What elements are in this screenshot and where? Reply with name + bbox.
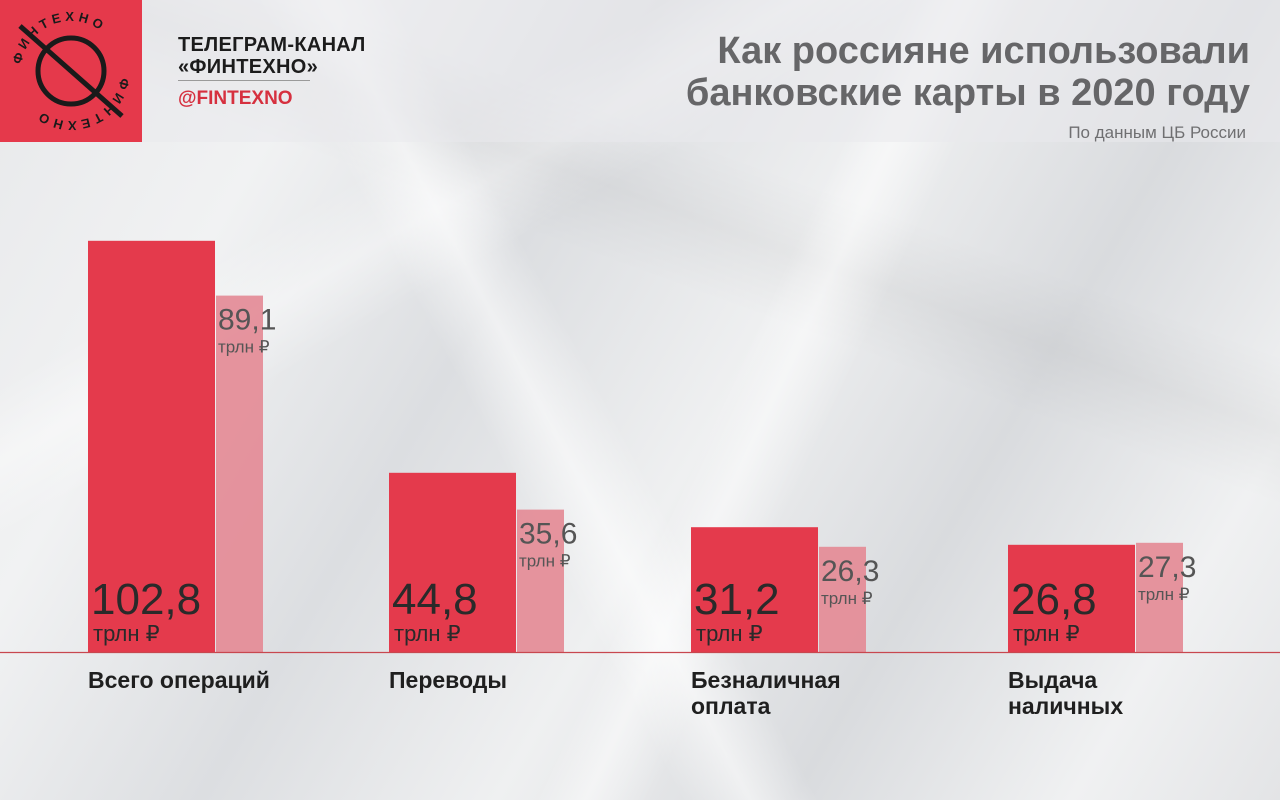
bar-secondary-unit-label: трлн ₽ (218, 338, 270, 357)
bar-primary (1008, 544, 1135, 652)
bar-secondary-unit-label: трлн ₽ (1138, 585, 1190, 604)
bar-primary-value-label: 102,8 (91, 575, 201, 624)
brand-divider (178, 80, 310, 81)
bar-secondary-unit-label: трлн ₽ (821, 589, 873, 608)
bar-primary-unit-label: трлн ₽ (394, 621, 461, 646)
bar-secondary-value-label: 26,3 (821, 555, 879, 588)
category-label: Переводы (389, 667, 507, 693)
bar-secondary-value-label: 35,6 (519, 518, 577, 551)
category-label: Всего операций (88, 667, 270, 693)
channel-title: ТЕЛЕГРАМ-КАНАЛ «ФИНТЕХНО» (178, 34, 366, 78)
chart-subtitle: По данным ЦБ России (1068, 123, 1246, 142)
header-band (0, 0, 1280, 142)
bar-secondary-value-label: 27,3 (1138, 551, 1196, 584)
bar-primary (88, 240, 215, 653)
bar-secondary-value-label: 89,1 (218, 304, 276, 337)
bar-secondary (819, 546, 866, 652)
bar-primary-value-label: 31,2 (694, 575, 780, 624)
bar-primary-value-label: 44,8 (392, 575, 478, 624)
bar-secondary-unit-label: трлн ₽ (519, 552, 571, 571)
bar-primary-unit-label: трлн ₽ (1013, 621, 1080, 646)
chart-title: Как россияне использовали банковские кар… (685, 30, 1250, 114)
category-label: Выдача наличных (1008, 667, 1124, 719)
bar-secondary (517, 509, 564, 652)
bar-secondary (1136, 542, 1183, 652)
channel-handle[interactable]: @FINTEXNO (178, 88, 293, 109)
category-label: Безналичная оплата (691, 667, 841, 719)
brand-logo: ФИНТЕХНО ФИНТЕХНО (0, 0, 142, 142)
bar-secondary (216, 295, 263, 652)
bar-primary-value-label: 26,8 (1011, 575, 1097, 624)
bar-primary-unit-label: трлн ₽ (93, 621, 160, 646)
logo-emblem-icon: ФИНТЕХНО ФИНТЕХНО (9, 9, 128, 133)
bar-primary (389, 472, 516, 652)
bar-primary-unit-label: трлн ₽ (696, 621, 763, 646)
bar-primary (691, 527, 818, 652)
